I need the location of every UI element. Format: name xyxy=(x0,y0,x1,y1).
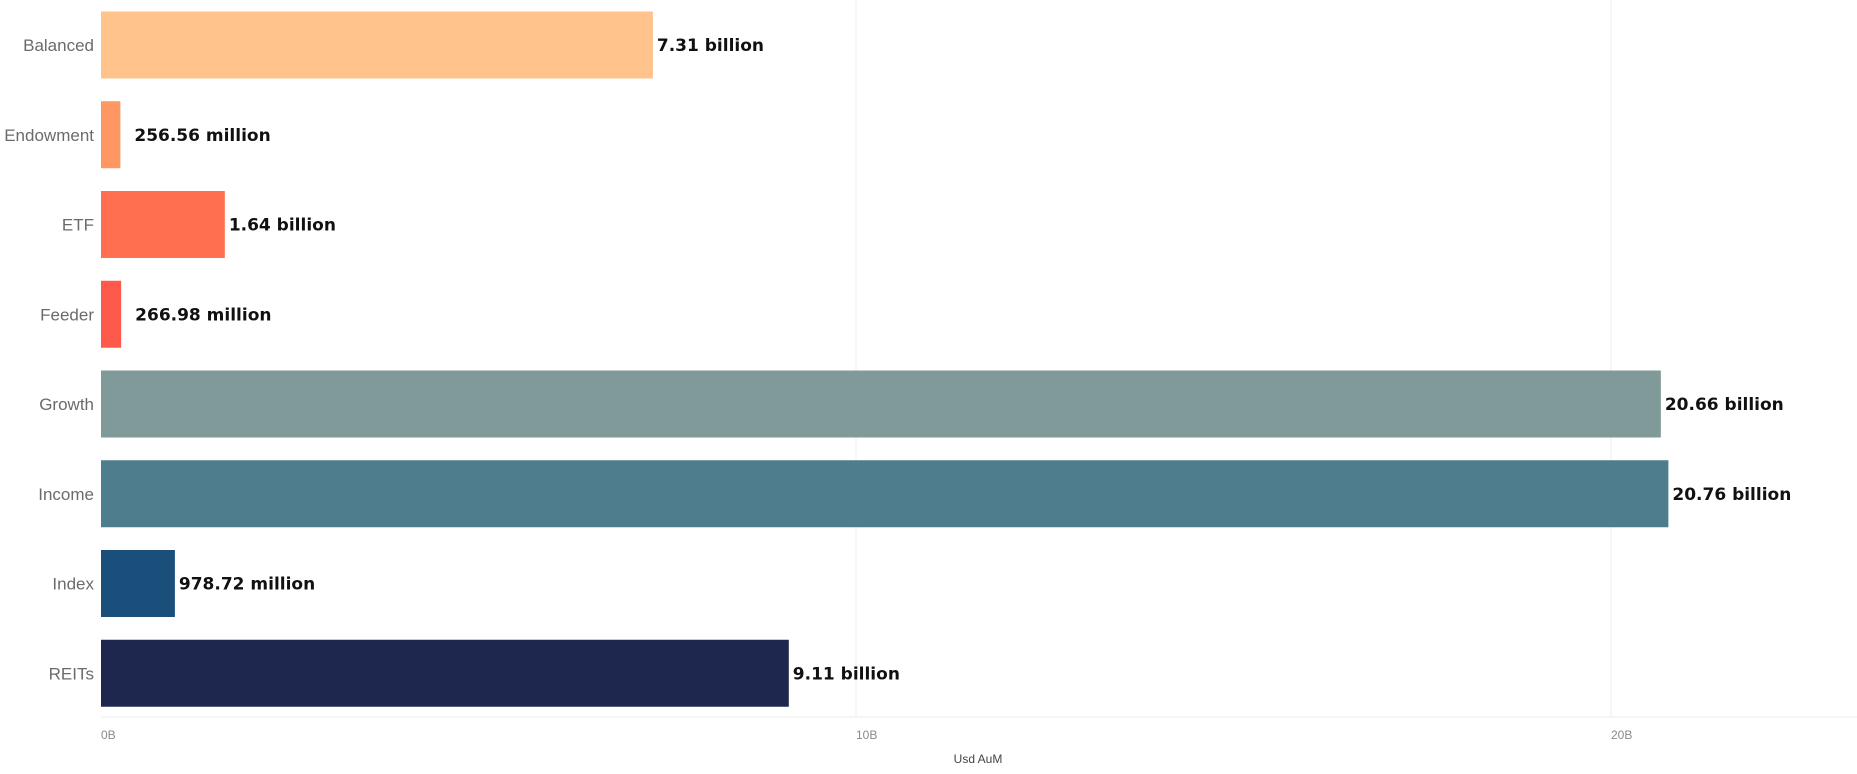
bar-feeder xyxy=(101,280,122,348)
category-label-growth: Growth xyxy=(39,395,94,414)
x-tick-label-20B: 20B xyxy=(1611,728,1632,742)
gridlines xyxy=(101,0,1857,718)
category-label-reits: REITs xyxy=(49,664,94,683)
bar-reits xyxy=(101,639,789,707)
x-tick-label-0B: 0B xyxy=(101,728,116,742)
value-label-endowment: 256.56 million xyxy=(134,126,270,146)
category-label-endowment: Endowment xyxy=(4,126,94,145)
value-label-income: 20.76 billion xyxy=(1672,485,1791,505)
bar-growth xyxy=(101,370,1661,438)
x-axis-ticks: 0B 10B 20B xyxy=(101,728,1632,742)
category-labels: Balanced Endowment ETF Feeder Growth Income In… xyxy=(4,36,94,683)
category-label-etf: ETF xyxy=(62,216,94,235)
value-label-feeder: 266.98 million xyxy=(135,305,271,325)
category-label-feeder: Feeder xyxy=(40,305,94,324)
value-label-etf: 1.64 billion xyxy=(229,216,336,236)
category-label-balanced: Balanced xyxy=(23,36,94,55)
value-label-index: 978.72 million xyxy=(179,575,315,595)
x-axis-title: Usd AuM xyxy=(954,752,1003,766)
value-label-growth: 20.66 billion xyxy=(1665,395,1784,415)
bar-balanced xyxy=(101,11,653,79)
value-label-reits: 9.11 billion xyxy=(793,664,900,684)
bar-endowment xyxy=(101,101,121,169)
category-label-index: Index xyxy=(52,575,94,594)
value-label-balanced: 7.31 billion xyxy=(657,36,764,56)
category-label-income: Income xyxy=(38,485,94,504)
bar-etf xyxy=(101,191,225,258)
bar-income xyxy=(101,460,1669,528)
bar-index xyxy=(101,550,175,617)
bars xyxy=(101,11,1669,707)
value-labels: 7.31 billion 256.56 million 1.64 billion 26… xyxy=(134,36,1791,684)
x-tick-label-10B: 10B xyxy=(856,728,877,742)
